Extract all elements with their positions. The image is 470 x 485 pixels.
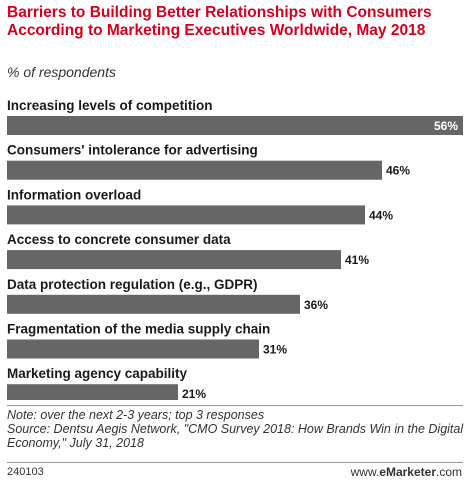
- chart-subtitle: % of respondents: [7, 64, 116, 80]
- source-text: Source: Dentsu Aegis Network, "CMO Surve…: [7, 422, 464, 450]
- bar: [7, 250, 341, 270]
- value-label: 21%: [182, 387, 206, 400]
- category-label: Data protection regulation (e.g., GDPR): [7, 277, 258, 292]
- brand-prefix: www.: [350, 465, 380, 479]
- category-label: Increasing levels of competition: [7, 98, 213, 113]
- chart-id: 240103: [7, 466, 44, 478]
- footer-divider-bottom: [7, 462, 463, 463]
- brand-suffix: .com: [435, 465, 462, 479]
- value-label: 36%: [304, 298, 328, 312]
- value-label: 31%: [263, 343, 287, 357]
- brand-credit: www.eMarketer.com: [351, 465, 462, 479]
- bar-chart: Increasing levels of competition 56% Consu…: [7, 98, 463, 400]
- bar: [7, 160, 382, 180]
- category-label: Information overload: [7, 187, 141, 202]
- bar: [7, 205, 365, 225]
- category-label: Fragmentation of the media supply chain: [7, 322, 270, 337]
- chart-notes: Note: over the next 2-3 years; top 3 res…: [7, 408, 465, 450]
- category-label: Access to concrete consumer data: [7, 232, 231, 247]
- bar: [7, 384, 178, 400]
- category-label: Marketing agency capability: [7, 366, 188, 381]
- footer-divider: [7, 405, 463, 406]
- value-label: 46%: [386, 164, 410, 178]
- category-label: Consumers' intolerance for advertising: [7, 143, 258, 158]
- value-label: 41%: [345, 253, 369, 267]
- bar: [7, 116, 463, 135]
- brand-name: eMarketer: [379, 465, 436, 479]
- note-text: Note: over the next 2-3 years; top 3 res…: [7, 408, 265, 422]
- bar: [7, 294, 300, 314]
- bar: [7, 339, 259, 359]
- chart-title: Barriers to Building Better Relationship…: [7, 4, 432, 39]
- value-label: 56%: [434, 119, 458, 133]
- value-label: 44%: [369, 208, 393, 222]
